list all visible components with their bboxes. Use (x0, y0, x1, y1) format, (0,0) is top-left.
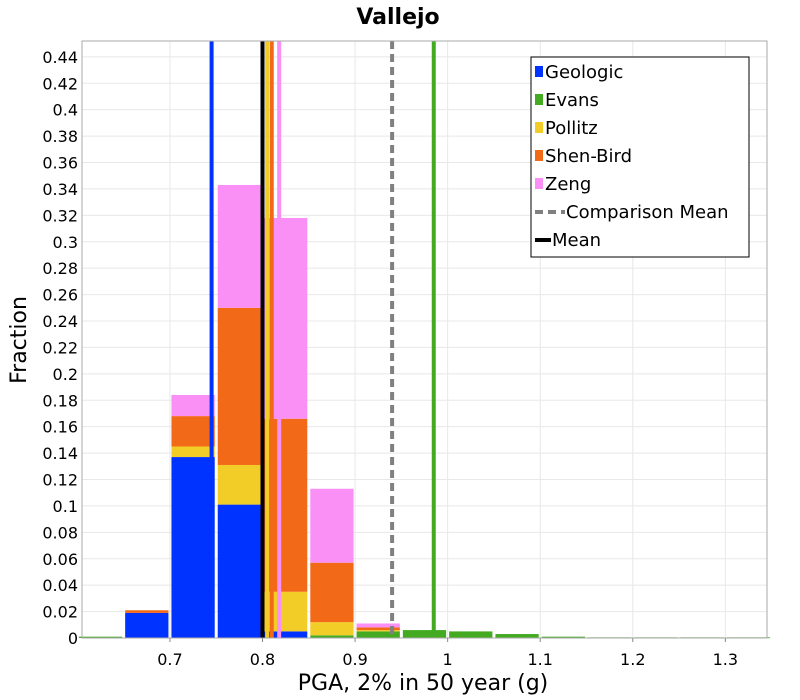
bar-evans (449, 631, 493, 638)
bar-shen-bird (125, 610, 169, 613)
plot-frame (81, 40, 768, 639)
y-tick-label: 0.04 (42, 576, 78, 595)
x-tick-label: 1.3 (713, 650, 738, 669)
y-tick-label: 0.14 (42, 444, 78, 463)
y-tick-label: 0.24 (42, 312, 78, 331)
bar-evans (310, 635, 354, 638)
y-tick-label: 0.44 (42, 48, 78, 67)
y-tick-label: 0.02 (42, 603, 78, 622)
legend-geologic-label: Geologic (545, 62, 623, 83)
x-tick-label: 1.2 (620, 650, 645, 669)
y-tick-label: 0.28 (42, 259, 78, 278)
y-tick-label: 0.16 (42, 418, 78, 437)
bar-geologic (264, 631, 308, 638)
bar-evans (78, 636, 123, 638)
y-tick-label: 0.32 (42, 206, 78, 225)
y-tick-label: 0.2 (53, 365, 78, 384)
bar-geologic (125, 612, 169, 638)
bar-evans (495, 634, 539, 638)
bar-evans (402, 630, 447, 638)
bar-shen-bird (356, 627, 400, 631)
bar-geologic (217, 504, 262, 638)
y-tick-label: 0.18 (42, 391, 78, 410)
y-axis-label: Fraction (7, 296, 32, 384)
bar-pollitz (356, 630, 400, 632)
y-tick-label: 0.4 (53, 101, 78, 120)
y-tick-label: 0.34 (42, 180, 78, 199)
y-tick-label: 0.06 (42, 550, 78, 569)
bar-shen-bird (217, 307, 262, 465)
legend-comparison-mean-label: Comparison Mean (566, 202, 729, 223)
y-tick-label: 0 (68, 629, 78, 648)
legend: Geologic Evans Pollitz Shen-Bird Zeng Compari… (530, 56, 750, 258)
legend-shen-bird-swatch (535, 150, 543, 161)
bar-shen-bird (171, 416, 215, 447)
x-tick-label: 0.9 (342, 650, 367, 669)
legend-pollitz-swatch (535, 122, 543, 133)
legend-mean-label: Mean (552, 230, 601, 251)
bar-pollitz (171, 446, 215, 458)
x-tick-label: 1 (443, 650, 453, 669)
legend-pollitz-label: Pollitz (545, 118, 598, 139)
y-tick-label: 0.12 (42, 471, 78, 490)
legend-box (530, 56, 750, 258)
x-tick-label: 0.7 (157, 650, 182, 669)
axis-ticks: 0 0.02 0.04 0.06 0.08 0.1 0.12 0.14 0.16 0.18 0.2 0… (42, 48, 738, 669)
bar-evans (541, 636, 585, 638)
bar-zeng (310, 488, 354, 563)
y-tick-label: 0.26 (42, 286, 78, 305)
legend-shen-bird-label: Shen-Bird (545, 146, 632, 167)
legend-evans-swatch (535, 94, 543, 105)
bar-evans (356, 631, 400, 638)
y-tick-label: 0.42 (42, 74, 78, 93)
bar-pollitz (217, 464, 262, 505)
bar-shen-bird (310, 562, 354, 623)
legend-evans-label: Evans (545, 90, 599, 111)
x-axis-label: PGA, 2% in 50 year (g) (298, 671, 549, 696)
bar-zeng (217, 184, 262, 308)
y-tick-label: 0.1 (53, 497, 78, 516)
bar-zeng (171, 394, 215, 417)
y-tick-label: 0.3 (53, 233, 78, 252)
mean-lines (209, 41, 436, 638)
x-tick-label: 1.1 (527, 650, 552, 669)
legend-zeng-label: Zeng (545, 174, 591, 195)
legend-zeng-swatch (535, 178, 543, 189)
bar-zeng (356, 623, 400, 628)
bar-pollitz (310, 622, 354, 636)
chart-title: Vallejo (356, 5, 439, 30)
bar-geologic (171, 457, 215, 638)
y-tick-label: 0.22 (42, 338, 78, 357)
x-tick-label: 0.8 (250, 650, 275, 669)
legend-geologic-swatch (535, 66, 543, 77)
y-tick-label: 0.08 (42, 523, 78, 542)
y-tick-label: 0.36 (42, 154, 78, 173)
y-tick-label: 0.38 (42, 127, 78, 146)
